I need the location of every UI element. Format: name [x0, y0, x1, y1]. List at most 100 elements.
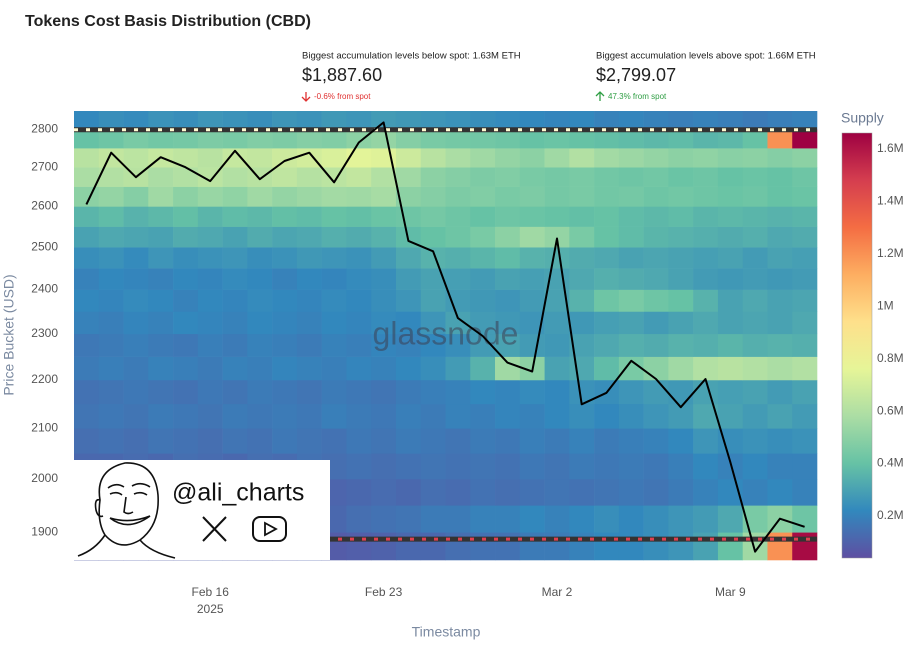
heatmap-cell: [643, 167, 669, 187]
watermark: glassnode: [373, 315, 519, 351]
heatmap-cell: [371, 356, 397, 381]
heatmap-cell: [445, 206, 471, 227]
heatmap-cell: [346, 167, 372, 187]
heatmap-cell: [420, 268, 446, 290]
heatmap-cell: [668, 268, 694, 290]
heatmap-cell: [742, 148, 768, 168]
heatmap-cell: [693, 268, 719, 290]
heatmap-cell: [495, 129, 521, 149]
heatmap-cell: [495, 478, 521, 506]
heatmap-cell: [519, 478, 545, 506]
face-icon: [77, 462, 176, 559]
heatmap-cell: [668, 333, 694, 357]
heatmap-cell: [618, 403, 644, 429]
heatmap-cell: [420, 379, 446, 405]
heatmap-cell: [792, 148, 818, 168]
heatmap-cell: [98, 226, 124, 248]
heatmap-cell: [668, 311, 694, 335]
overlay-handle: @ali_charts: [172, 479, 304, 507]
heatmap-cell: [717, 379, 743, 405]
heatmap-cell: [98, 311, 124, 335]
heatmap-cell: [742, 453, 768, 480]
heatmap-cell: [296, 268, 322, 290]
heatmap-cell: [321, 111, 347, 130]
heatmap-cell: [222, 403, 248, 429]
heatmap-cell: [544, 148, 570, 168]
heatmap-cell: [247, 379, 273, 405]
heatmap-cell: [173, 428, 199, 454]
heatmap-cell: [668, 289, 694, 312]
heatmap-cell: [296, 379, 322, 405]
heatmap-cell: [569, 428, 595, 454]
heatmap-cell: [519, 206, 545, 227]
heatmap-cell: [495, 403, 521, 429]
heatmap-cell: [792, 167, 818, 187]
heatmap-cell: [272, 311, 298, 335]
heatmap-cell: [123, 148, 149, 168]
heatmap-cell: [247, 289, 273, 312]
heatmap-cell: [519, 226, 545, 248]
y-tick-label: 2200: [31, 372, 58, 386]
heatmap-cell: [594, 167, 620, 187]
heatmap-cell: [693, 247, 719, 269]
heatmap-cell: [346, 478, 372, 506]
heatmap-cell: [495, 311, 521, 335]
heatmap-cell: [495, 356, 521, 381]
heatmap-cell: [470, 226, 496, 248]
colorbar: [841, 132, 873, 559]
heatmap-cell: [618, 268, 644, 290]
heatmap-cell: [717, 186, 743, 207]
heatmap-cell: [767, 129, 793, 149]
heatmap-cell: [321, 379, 347, 405]
heatmap-cell: [74, 333, 100, 357]
heatmap-cell: [296, 333, 322, 357]
heatmap-cell: [197, 129, 223, 149]
heatmap-cell: [371, 311, 397, 335]
heatmap-cell: [371, 129, 397, 149]
heatmap-cell: [296, 167, 322, 187]
heatmap-cell: [668, 206, 694, 227]
heatmap-cell: [296, 247, 322, 269]
heatmap-cell: [296, 206, 322, 227]
heatmap-cell: [272, 428, 298, 454]
heatmap-cell: [222, 247, 248, 269]
heatmap-cell: [173, 206, 199, 227]
heatmap-cell: [643, 333, 669, 357]
heatmap-cell: [767, 379, 793, 405]
heatmap-cell: [346, 311, 372, 335]
colorbar-tick-label: 1.2M: [877, 246, 904, 260]
heatmap-cell: [395, 403, 422, 429]
heatmap-cell: [569, 505, 595, 533]
heatmap-cell: [272, 403, 298, 429]
heatmap-cell: [395, 111, 422, 130]
heatmap-cell: [222, 379, 248, 405]
heatmap-cell: [742, 379, 768, 405]
heatmap-cell: [495, 206, 521, 227]
heatmap-cell: [470, 311, 496, 335]
x-tick-label: Mar 9: [715, 585, 746, 599]
heatmap-cell: [395, 453, 422, 480]
heatmap-cell: [148, 403, 174, 429]
heatmap-cell: [197, 226, 223, 248]
heatmap-cell: [173, 311, 199, 335]
heatmap-cell: [445, 333, 471, 357]
heatmap-cell: [742, 167, 768, 187]
change-arrow: [595, 91, 605, 101]
heatmap-cell: [569, 289, 595, 312]
heatmap-cell: [346, 247, 372, 269]
heatmap-cell: [148, 311, 174, 335]
heatmap-cell: [544, 111, 570, 130]
heatmap-cell: [445, 478, 471, 506]
heatmap-cell: [643, 478, 669, 506]
heatmap-cell: [346, 206, 372, 227]
x-tick-sublabel: 2025: [197, 602, 224, 616]
heatmap-cell: [618, 186, 644, 207]
heatmap-cell: [197, 428, 223, 454]
heatmap-cell: [717, 226, 743, 248]
heatmap-cell: [321, 226, 347, 248]
heatmap-cell: [445, 186, 471, 207]
heatmap-cell: [569, 478, 595, 506]
heatmap-cell: [272, 289, 298, 312]
heatmap-cell: [792, 505, 818, 533]
heatmap-cell: [792, 268, 818, 290]
